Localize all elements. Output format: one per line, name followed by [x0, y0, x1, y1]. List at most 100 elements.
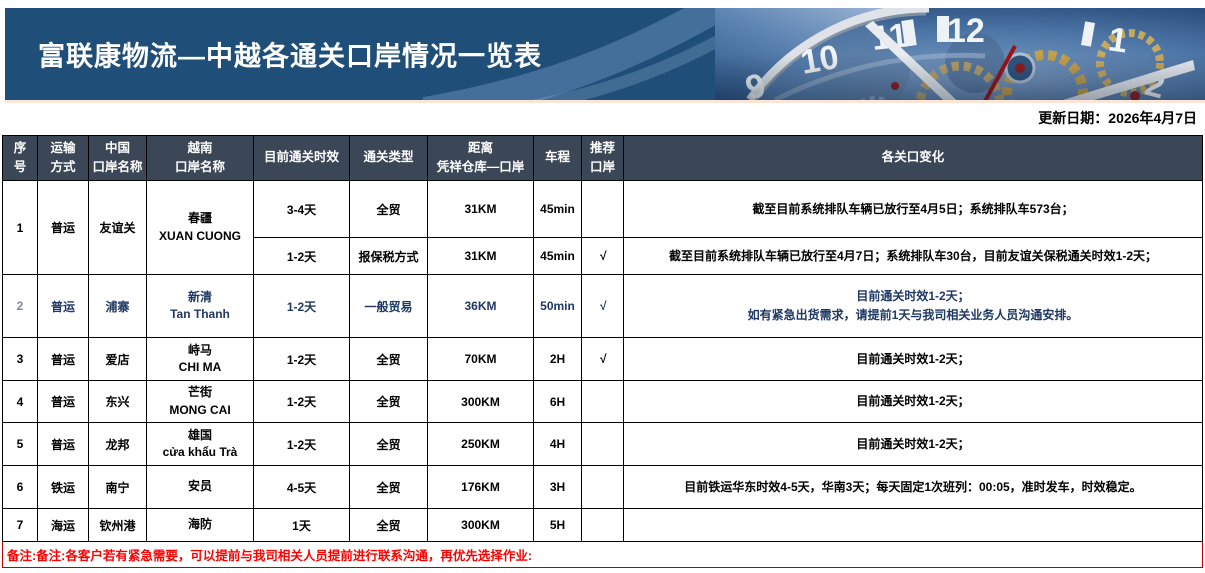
cell-vietnam-port: 春疆 XUAN CUONG	[146, 180, 254, 275]
banner: 9 10 11 12 1 2 富联康物流—中越各通关口岸情况一览表	[5, 8, 1205, 100]
cell-transport-mode: 铁运	[37, 465, 89, 509]
col-header-seq: 序 号	[2, 135, 38, 181]
col-header-clearance-time: 目前通关时效	[253, 135, 350, 181]
footnote-row: 备注:备注:各客户若有紧急需要，可以提前与我司相关人员提前进行联系沟通，再优先选…	[2, 541, 1203, 568]
cell-seq: 4	[2, 380, 38, 423]
col-header-changes: 各关口变化	[623, 135, 1203, 181]
recommended-check-icon	[581, 380, 624, 423]
recommended-check-icon: √	[581, 337, 624, 381]
table-row: 6 铁运 南宁 安员 4-5天 全贸 176KM 3H 目前铁运华东时效4-5天…	[2, 465, 1203, 509]
cell-drive-time: 2H	[533, 337, 582, 381]
cell-drive-time: 6H	[533, 380, 582, 423]
col-header-drive-time: 车程	[533, 135, 582, 181]
cell-transport-mode: 海运	[37, 508, 89, 542]
cell-clearance-time: 1天	[253, 508, 350, 542]
col-header-china-port: 中国 口岸名称	[88, 135, 147, 181]
table-row: 5 普运 龙邦 雄国 cửa khẩu Trà 1-2天 全贸 250KM 4H…	[2, 422, 1203, 466]
cell-changes-note: 目前通关时效1-2天； 如有紧急出货需求，请提前1天与我司相关业务人员沟通安排。	[623, 274, 1203, 338]
table-row: 1-2天 报保税方式 31KM 45min √ 截至目前系统排队车辆已放行至4月…	[3, 237, 1203, 275]
cell-transport-mode: 普运	[37, 337, 89, 381]
cell-distance: 300KM	[427, 380, 534, 423]
cell-seq: 2	[2, 274, 38, 338]
cell-changes-note: 目前通关时效1-2天；	[623, 380, 1203, 423]
table-row: 7 海运 钦州港 海防 1天 全贸 300KM 5H	[2, 508, 1203, 542]
cell-seq: 7	[2, 508, 38, 542]
cell-changes-note: 截至目前系统排队车辆已放行至4月5日；系统排队车573台；	[623, 180, 1203, 238]
cell-clearance-time: 1-2天	[253, 380, 350, 423]
col-header-recommended: 推荐 口岸	[581, 135, 624, 181]
recommended-check-icon: √	[581, 274, 624, 338]
cell-clearance-time: 1-2天	[253, 237, 350, 275]
header-row: 序 号 运输 方式 中国 口岸名称 越南 口岸名称 目前通关时效 通关类型 距离…	[2, 135, 1203, 181]
cell-clearance-type: 一般贸易	[349, 274, 428, 338]
cell-clearance-time: 1-2天	[253, 422, 350, 466]
table-row: 3 普运 爱店 峙马 CHI MA 1-2天 全贸 70KM 2H √ 目前通关…	[2, 337, 1203, 381]
cell-changes-note: 目前铁运华东时效4-5天，华南3天；每天固定1次班列：00:05，准时发车，时效…	[623, 465, 1203, 509]
cell-seq: 6	[2, 465, 38, 509]
cell-distance: 250KM	[427, 422, 534, 466]
table-row: 1 普运 友谊关 春疆 XUAN CUONG 3-4天 全贸 31KM 45mi…	[2, 180, 1203, 275]
recommended-check-icon: √	[581, 237, 624, 275]
cell-vietnam-port: 安员	[146, 465, 254, 509]
cell-china-port: 友谊关	[88, 180, 147, 275]
update-date: 更新日期：2026年4月7日	[1038, 110, 1197, 126]
cell-changes-note: 目前通关时效1-2天；	[623, 337, 1203, 381]
recommended-check-icon	[581, 422, 624, 466]
cell-clearance-time: 3-4天	[253, 180, 350, 238]
col-header-transport-mode: 运输 方式	[37, 135, 89, 181]
cell-changes-note	[623, 508, 1203, 542]
page-title: 富联康物流—中越各通关口岸情况一览表	[38, 41, 542, 72]
cell-clearance-type: 全贸	[349, 422, 428, 466]
cell-clearance-type: 全贸	[349, 337, 428, 381]
footnote-text: 备注:备注:各客户若有紧急需要，可以提前与我司相关人员提前进行联系沟通，再优先选…	[2, 541, 1203, 568]
cell-clearance-type: 全贸	[349, 465, 428, 509]
cell-vietnam-port: 海防	[146, 508, 254, 542]
cell-distance: 176KM	[427, 465, 534, 509]
cell-china-port: 东兴	[88, 380, 147, 423]
cell-vietnam-port: 新清 Tan Thanh	[146, 274, 254, 338]
cell-drive-time: 50min	[533, 274, 582, 338]
col-header-vietnam-port: 越南 口岸名称	[146, 135, 254, 181]
cell-seq: 1	[2, 180, 38, 275]
cell-clearance-time: 1-2天	[253, 337, 350, 381]
col-header-clearance-type: 通关类型	[349, 135, 428, 181]
cell-transport-mode: 普运	[37, 274, 89, 338]
col-header-distance: 距离 凭祥仓库—口岸	[427, 135, 534, 181]
cell-distance: 36KM	[427, 274, 534, 338]
cell-clearance-type: 全贸	[349, 508, 428, 542]
cell-china-port: 钦州港	[88, 508, 147, 542]
cell-distance: 70KM	[427, 337, 534, 381]
cell-clearance-time: 1-2天	[253, 274, 350, 338]
cell-clearance-type: 全贸	[349, 380, 428, 423]
banner-underline	[5, 100, 1205, 103]
cell-transport-mode: 普运	[37, 422, 89, 466]
cell-transport-mode: 普运	[37, 380, 89, 423]
cell-drive-time: 45min	[533, 180, 582, 238]
cell-vietnam-port: 峙马 CHI MA	[146, 337, 254, 381]
cell-drive-time: 3H	[533, 465, 582, 509]
ports-table: 序 号 运输 方式 中国 口岸名称 越南 口岸名称 目前通关时效 通关类型 距离…	[2, 135, 1203, 568]
cell-distance: 300KM	[427, 508, 534, 542]
recommended-check-icon	[581, 180, 624, 238]
cell-distance: 31KM	[427, 180, 534, 238]
cell-changes-note: 目前通关时效1-2天；	[623, 422, 1203, 466]
cell-drive-time: 45min	[533, 237, 582, 275]
recommended-check-icon	[581, 508, 624, 542]
cell-distance: 31KM	[427, 237, 534, 275]
cell-vietnam-port: 雄国 cửa khẩu Trà	[146, 422, 254, 466]
cell-clearance-type: 全贸	[349, 180, 428, 238]
cell-seq: 5	[2, 422, 38, 466]
recommended-check-icon	[581, 465, 624, 509]
cell-clearance-time: 4-5天	[253, 465, 350, 509]
cell-changes-note: 截至目前系统排队车辆已放行至4月7日；系统排队车30台，目前友谊关保税通关时效1…	[623, 237, 1203, 275]
table-row-highlighted: 2 普运 浦寨 新清 Tan Thanh 1-2天 一般贸易 36KM 50mi…	[2, 274, 1203, 338]
cell-drive-time: 4H	[533, 422, 582, 466]
clock-image: 9 10 11 12 1 2	[715, 8, 1205, 100]
cell-seq: 3	[2, 337, 38, 381]
cell-china-port: 爱店	[88, 337, 147, 381]
cell-drive-time: 5H	[533, 508, 582, 542]
cell-vietnam-port: 芒街 MONG CAI	[146, 380, 254, 423]
cell-clearance-type: 报保税方式	[349, 237, 428, 275]
cell-china-port: 南宁	[88, 465, 147, 509]
